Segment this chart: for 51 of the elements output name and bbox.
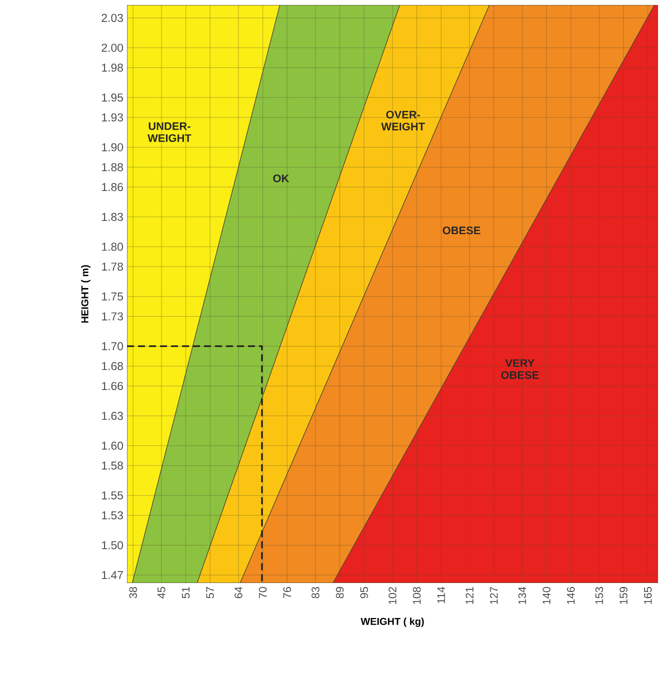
x-tick-label: 114 — [437, 586, 445, 604]
y-tick-label: 1.60 — [102, 442, 124, 450]
y-tick-label: 1.55 — [102, 491, 123, 500]
x-tick-label: 108 — [412, 587, 421, 604]
y-tick-label: 1.78 — [102, 262, 123, 271]
y-tick-label: 1.90 — [102, 143, 124, 152]
y-tick-label: 1.50 — [102, 541, 124, 550]
x-tick-label: 57 — [206, 587, 214, 598]
x-tick-label: 140 — [542, 586, 550, 604]
x-axis-title: WEIGHT ( kg) — [360, 618, 424, 627]
x-tick-label: 89 — [336, 587, 344, 598]
x-tick-label: 38 — [129, 587, 137, 598]
x-tick-label: 121 — [466, 587, 474, 604]
x-tick-label: 127 — [490, 587, 498, 604]
y-tick-label: 1.58 — [102, 462, 123, 470]
y-tick-label: 1.80 — [102, 242, 124, 251]
x-tick-label: 64 — [234, 586, 242, 598]
x-tick-label: 159 — [620, 587, 628, 604]
series-label: OK — [273, 174, 290, 182]
y-tick-label: 1.68 — [102, 362, 123, 370]
x-tick-label: 134 — [518, 586, 526, 604]
y-tick-label: 1.73 — [102, 312, 123, 320]
y-tick-label: 1.53 — [102, 511, 123, 520]
y-tick-label: 1.75 — [102, 292, 123, 300]
y-tick-label: 1.88 — [102, 163, 123, 172]
y-tick-label: 1.93 — [102, 113, 123, 122]
y-tick-label: 1.63 — [102, 412, 123, 420]
y-tick-label: 2.00 — [102, 44, 124, 52]
y-axis-title: HEIGHT ( m) — [81, 265, 90, 323]
x-tick-label: 95 — [360, 586, 368, 598]
x-tick-label: 165 — [644, 586, 652, 604]
x-tick-label: 76 — [283, 587, 291, 598]
y-tick-label: 1.95 — [102, 93, 123, 102]
y-tick-label: 1.66 — [102, 382, 123, 390]
series-label: UNDER-WEIGHT — [148, 122, 192, 142]
x-tick-label: 102 — [388, 587, 396, 604]
series-label: OBESE — [442, 226, 480, 234]
x-tick-label: 83 — [312, 587, 320, 598]
x-tick-label: 146 — [566, 587, 575, 604]
x-tick-label: 153 — [595, 587, 604, 604]
y-tick-label: 1.83 — [102, 212, 123, 221]
series-label: OVER-WEIGHT — [381, 110, 425, 130]
y-tick-label: 2.03 — [102, 14, 123, 22]
y-tick-label: 1.86 — [102, 182, 123, 192]
series-label: VERY OBESE — [501, 359, 539, 379]
x-tick-label: 70 — [258, 586, 267, 598]
y-tick-label: 1.98 — [102, 64, 123, 72]
y-tick-label: 1.70 — [102, 342, 124, 350]
x-tick-label: 51 — [182, 587, 190, 598]
x-tick-label: 45 — [158, 586, 166, 598]
y-tick-label: 1.47 — [102, 571, 123, 579]
